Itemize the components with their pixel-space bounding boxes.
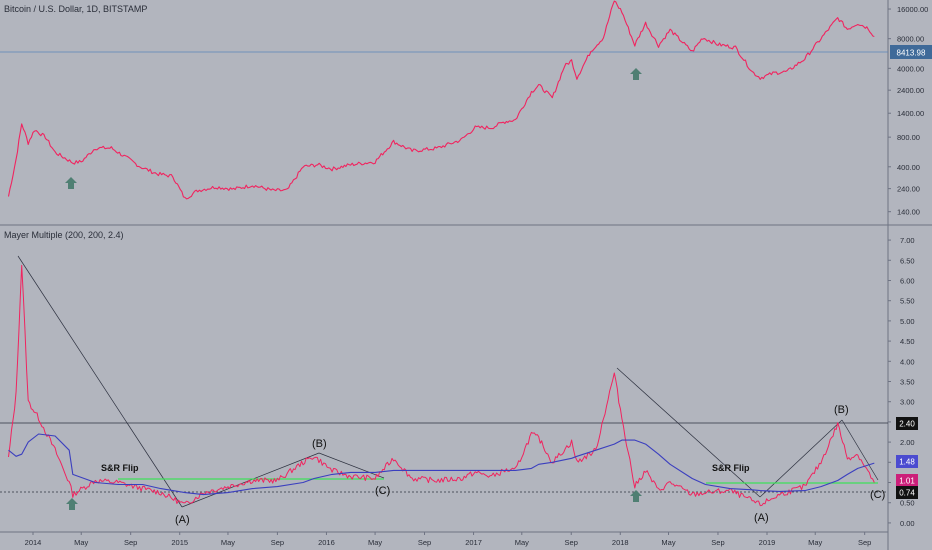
time-tick-label: May (808, 538, 822, 547)
time-tick-label: 2016 (318, 538, 335, 547)
mayer-tick-label: 2.00 (900, 438, 915, 447)
mayer-tick-label: 4.00 (900, 357, 915, 366)
wave-annotation-lines (17, 255, 879, 508)
mayer-tick-label: 0.00 (900, 519, 915, 528)
sr-flip-label-2015: S&R Flip (101, 463, 139, 473)
wave-a-b-line-2019 (759, 419, 843, 498)
price-tag-value: 8413.98 (897, 49, 926, 58)
mm-tag-1-48-bg (896, 455, 918, 468)
mm-tag-1-48-value: 1.48 (899, 458, 915, 467)
wave-a-label-2015: (A) (175, 514, 190, 526)
price-axis-ticks: 16000.00 8000.00 4000.00 2400.00 1400.00 800.… (888, 5, 928, 217)
price-tick-label: 800.00 (897, 133, 920, 142)
mayer-tick-label: 3.00 (900, 398, 915, 407)
price-line (7, 0, 875, 200)
price-tick-label: 8000.00 (897, 35, 924, 44)
mm-tag-1-48: 1.48 (896, 455, 918, 468)
price-tick-label: 400.00 (897, 163, 920, 172)
price-tag-bg (890, 45, 932, 59)
mayer-tick-label: 4.50 (900, 337, 915, 346)
up-arrow-icon (66, 498, 78, 510)
trend-line-2018 (616, 367, 761, 498)
mayer-tick-label: 5.50 (900, 297, 915, 306)
mayer-tick-label: 7.00 (900, 236, 915, 245)
price-tick-label: 240.00 (897, 185, 920, 194)
price-tick-label: 2400.00 (897, 86, 924, 95)
time-tick-label: 2019 (759, 538, 776, 547)
time-tick-label: Sep (565, 538, 578, 547)
time-tick-label: 2017 (465, 538, 482, 547)
indicator-title: Mayer Multiple (200, 200, 2.4) (4, 230, 124, 240)
time-tick-label: May (368, 538, 382, 547)
up-arrow-icon (65, 177, 77, 189)
mm-tag-2-40-value: 2.40 (899, 420, 915, 429)
wave-b-label-2019: (B) (834, 404, 849, 416)
up-arrow-icon (630, 490, 642, 502)
sr-flip-lines (118, 478, 878, 484)
time-tick-label: May (221, 538, 235, 547)
time-tick-label: 2015 (171, 538, 188, 547)
time-tick-label: Sep (858, 538, 871, 547)
time-tick-label: May (74, 538, 88, 547)
mm-tag-1-01-bg (896, 474, 918, 487)
time-tick-label: May (661, 538, 675, 547)
trend-line-2014 (17, 255, 183, 508)
time-axis-ticks: 2014 May Sep 2015 May Sep 2016 May Sep 2017 May Sep… (25, 532, 871, 547)
wave-a-label-2019: (A) (754, 512, 769, 524)
mayer-tick-label: 6.00 (900, 276, 915, 285)
price-series (7, 0, 875, 200)
mm-tag-0-74-bg (896, 486, 918, 499)
wave-b-c-line-2015 (318, 452, 385, 479)
mm-tag-2-40: 2.40 (896, 417, 918, 430)
time-tick-label: Sep (271, 538, 284, 547)
mayer-tick-label: 5.00 (900, 317, 915, 326)
mayer-average-series (8, 433, 875, 496)
mayer-tick-label: 0.50 (900, 499, 915, 508)
time-tick-label: Sep (418, 538, 431, 547)
wave-a-b-line-2015 (181, 452, 320, 508)
wave-b-label-2015: (B) (312, 438, 327, 450)
mm-tag-0-74-value: 0.74 (899, 489, 915, 498)
time-tick-label: 2014 (25, 538, 42, 547)
time-tick-label: 2018 (612, 538, 629, 547)
price-tick-label: 16000.00 (897, 5, 928, 14)
mayer-average-line (8, 433, 875, 496)
mayer-tick-label: 6.50 (900, 256, 915, 265)
wave-c-label-2019: (C) (870, 489, 885, 501)
time-tick-label: May (515, 538, 529, 547)
mm-tag-2-40-bg (896, 417, 918, 430)
wave-c-label-2015: (C) (375, 485, 390, 497)
price-tick-label: 140.00 (897, 208, 920, 217)
price-tick-label: 1400.00 (897, 109, 924, 118)
mm-tag-0-74: 0.74 (896, 486, 918, 499)
mm-tag-1-01: 1.01 (896, 474, 918, 487)
buy-arrows (65, 68, 642, 510)
price-tick-label: 4000.00 (897, 64, 924, 73)
mayer-tick-label: 3.50 (900, 378, 915, 387)
wave-b-c-line-2019 (841, 419, 879, 481)
time-tick-label: Sep (124, 538, 137, 547)
price-tag: 8413.98 (890, 45, 932, 59)
mm-tag-1-01-value: 1.01 (899, 477, 915, 486)
sr-flip-label-2018: S&R Flip (712, 463, 750, 473)
up-arrow-icon (630, 68, 642, 80)
chart-title: Bitcoin / U.S. Dollar, 1D, BITSTAMP (4, 4, 147, 14)
time-tick-label: Sep (711, 538, 724, 547)
